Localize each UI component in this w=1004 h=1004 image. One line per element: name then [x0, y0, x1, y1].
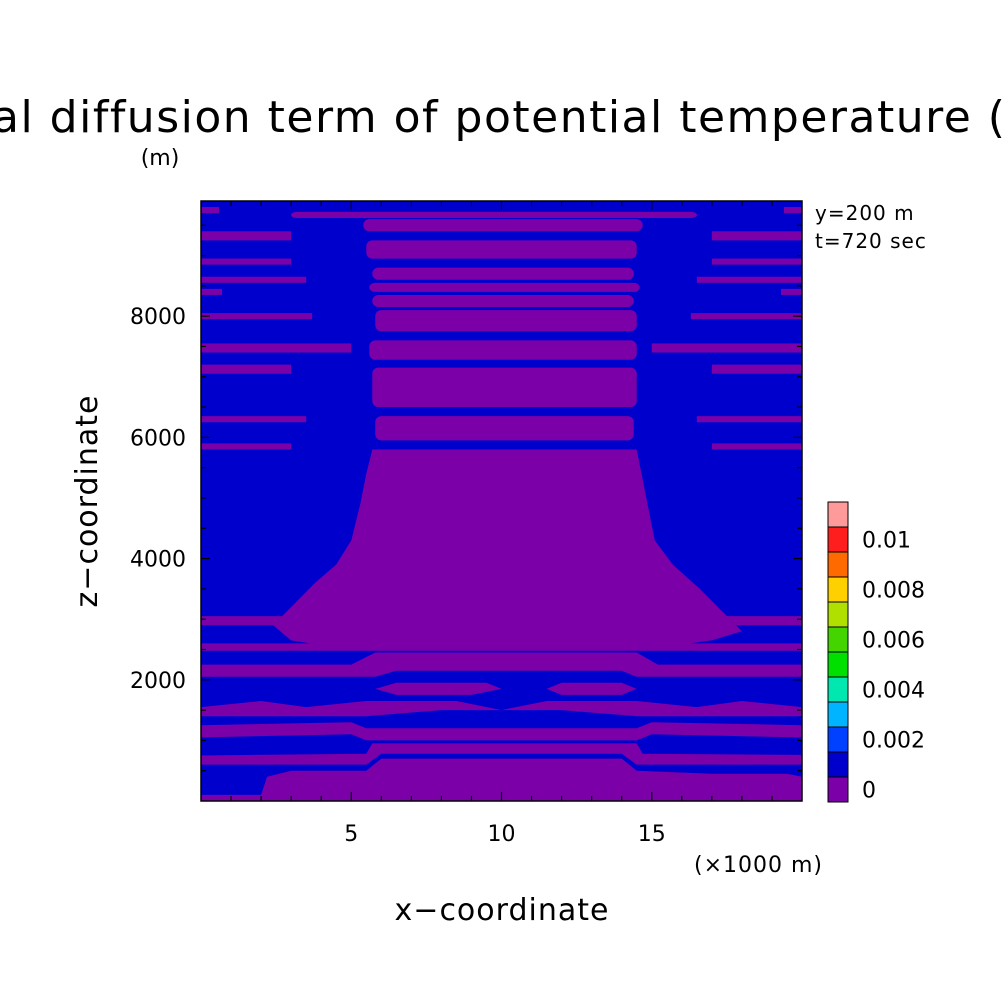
colorbar-swatch: [827, 626, 849, 653]
contour-band-7950: [375, 310, 637, 332]
y-tick-label: 2000: [130, 669, 186, 694]
contour-side-band-right-4: [651, 343, 802, 353]
contour-fills: [201, 207, 802, 801]
y-unit-label: (m): [141, 146, 180, 171]
contour-side-band-right-3: [711, 364, 802, 374]
contour-side-band-right-7: [696, 276, 802, 283]
contour-band-6800: [372, 367, 637, 408]
y-tick-label: 4000: [130, 548, 186, 573]
colorbar-tick-label: 0.01: [862, 529, 911, 554]
contour-side-band-left-5: [201, 313, 313, 320]
contour-region-lower-band-4: [201, 652, 802, 677]
colorbar-swatch: [827, 651, 849, 678]
colorbar-swatch: [827, 676, 849, 703]
contour-region-mid-blob-2: [546, 682, 637, 695]
colorbar: 0 0.002 0.004 0.006 0.008 0.01: [827, 501, 925, 804]
contour-side-band-right-1: [711, 443, 802, 450]
contour-side-band-left-9: [201, 231, 292, 241]
contour-region-lower-band-2: [201, 722, 802, 741]
colorbar-swatch: [827, 576, 849, 603]
x-tick-label: 15: [638, 822, 666, 847]
chart-title: al diffusion term of potential temperatu…: [0, 92, 1004, 143]
contour-region-lower-band-5: [201, 643, 802, 651]
colorbar-tick-label: 0.006: [862, 629, 925, 654]
colorbar-tick-label: 0.004: [862, 679, 925, 704]
x-axis-label: x−coordinate: [395, 893, 610, 928]
annotation-y-position: y=200 m: [815, 201, 915, 225]
contour-band-6100: [375, 416, 634, 441]
contour-band-8200: [372, 294, 634, 308]
contour-side-band-right-8: [711, 258, 802, 265]
colorbar-tick-label: 0.002: [862, 729, 925, 754]
contour-side-band-left-8: [201, 258, 292, 265]
axis-ticks: 5 10 15 2000 4000 6000 8000: [130, 201, 802, 847]
y-axis-label: z−coordinate: [70, 395, 105, 608]
contour-region-central-dome: [273, 449, 742, 647]
contour-band-8450: [369, 282, 640, 292]
contour-side-band-left-7: [201, 276, 307, 283]
contour-side-band-left-0: [201, 616, 340, 626]
colorbar-swatch: [827, 601, 849, 628]
contour-band-9500: [363, 219, 643, 232]
contour-side-band-left-10: [201, 207, 220, 214]
contour-side-band-right-0: [663, 616, 802, 626]
contour-band-9100: [366, 240, 637, 259]
x-unit-label: (×1000 m): [694, 853, 823, 878]
y-tick-label: 8000: [130, 305, 186, 330]
colorbar-swatch: [827, 701, 849, 728]
contour-band-8700: [372, 267, 634, 280]
contour-region-bottom-wide: [201, 758, 802, 801]
contour-side-band-left-3: [201, 364, 292, 374]
colorbar-swatch: [827, 776, 849, 803]
colorbar-swatch: [827, 726, 849, 753]
contour-side-band-right-10: [783, 207, 802, 214]
colorbar-swatch: [827, 551, 849, 578]
contour-region-lower-band-1: [201, 743, 802, 765]
contour-side-band-right-9: [711, 231, 802, 241]
x-tick-label: 5: [344, 822, 358, 847]
contour-side-band-right-6: [780, 288, 802, 295]
colorbar-tick-label: 0.008: [862, 579, 925, 604]
contour-side-band-left-6: [201, 288, 223, 295]
colorbar-swatch: [827, 526, 849, 553]
contour-region-lower-band-3: [201, 701, 802, 717]
contour-side-band-left-2: [201, 416, 307, 423]
contour-band-9700: [291, 211, 697, 218]
contour-side-band-right-5: [690, 313, 802, 320]
colorbar-tick-label: 0: [862, 779, 876, 804]
contour-band-7400: [369, 340, 637, 360]
y-tick-label: 6000: [130, 426, 186, 451]
contour-side-band-right-2: [696, 416, 802, 423]
contour-side-band-left-1: [201, 443, 292, 450]
contour-side-band-left-4: [201, 343, 352, 353]
contour-region-mid-blob-1: [375, 682, 502, 695]
x-tick-label: 10: [488, 822, 516, 847]
colorbar-swatch: [827, 501, 849, 528]
annotation-time: t=720 sec: [815, 229, 927, 253]
colorbar-swatch: [827, 751, 849, 778]
contour-plot-area: 5 10 15 2000 4000 6000 8000: [130, 200, 803, 847]
